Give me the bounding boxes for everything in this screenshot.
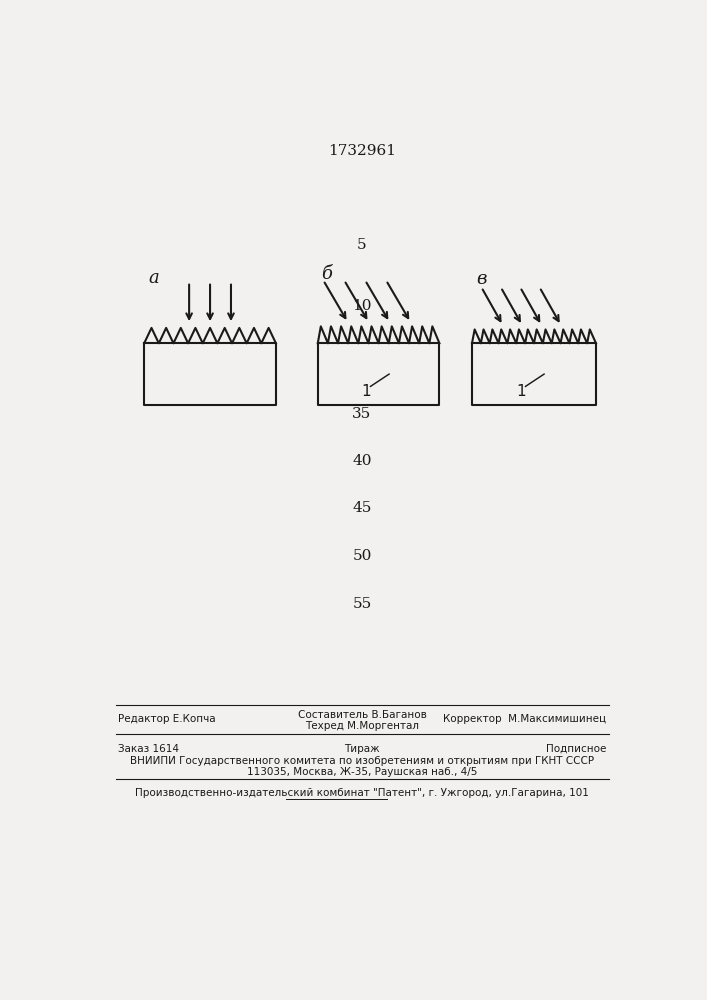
- Text: 10: 10: [352, 299, 372, 313]
- Text: Корректор  М.Максимишинец: Корректор М.Максимишинец: [443, 714, 606, 724]
- Text: б: б: [321, 265, 332, 283]
- Text: Тираж: Тираж: [344, 744, 380, 754]
- Text: Производственно-издательский комбинат "Патент", г. Ужгород, ул.Гагарина, 101: Производственно-издательский комбинат "П…: [135, 788, 589, 798]
- Text: 1: 1: [516, 384, 525, 399]
- Text: Редактор Е.Копча: Редактор Е.Копча: [118, 714, 216, 724]
- Text: 50: 50: [352, 549, 372, 563]
- Text: 1: 1: [361, 384, 370, 399]
- Text: 40: 40: [352, 454, 372, 468]
- Text: 5: 5: [357, 238, 367, 252]
- Text: Техред М.Моргентал: Техред М.Моргентал: [305, 721, 419, 731]
- Text: в: в: [476, 270, 486, 288]
- Text: 55: 55: [352, 597, 372, 611]
- Text: 45: 45: [352, 501, 372, 515]
- Text: Подписное: Подписное: [546, 744, 606, 754]
- Text: Заказ 1614: Заказ 1614: [118, 744, 179, 754]
- Text: ВНИИПИ Государственного комитета по изобретениям и открытиям при ГКНТ СССР: ВНИИПИ Государственного комитета по изоб…: [130, 756, 594, 766]
- Text: 35: 35: [352, 407, 372, 421]
- Text: 1732961: 1732961: [328, 144, 396, 158]
- Text: 113035, Москва, Ж-35, Раушская наб., 4/5: 113035, Москва, Ж-35, Раушская наб., 4/5: [247, 767, 477, 777]
- Text: a: a: [148, 269, 159, 287]
- Text: Составитель В.Баганов: Составитель В.Баганов: [298, 710, 426, 720]
